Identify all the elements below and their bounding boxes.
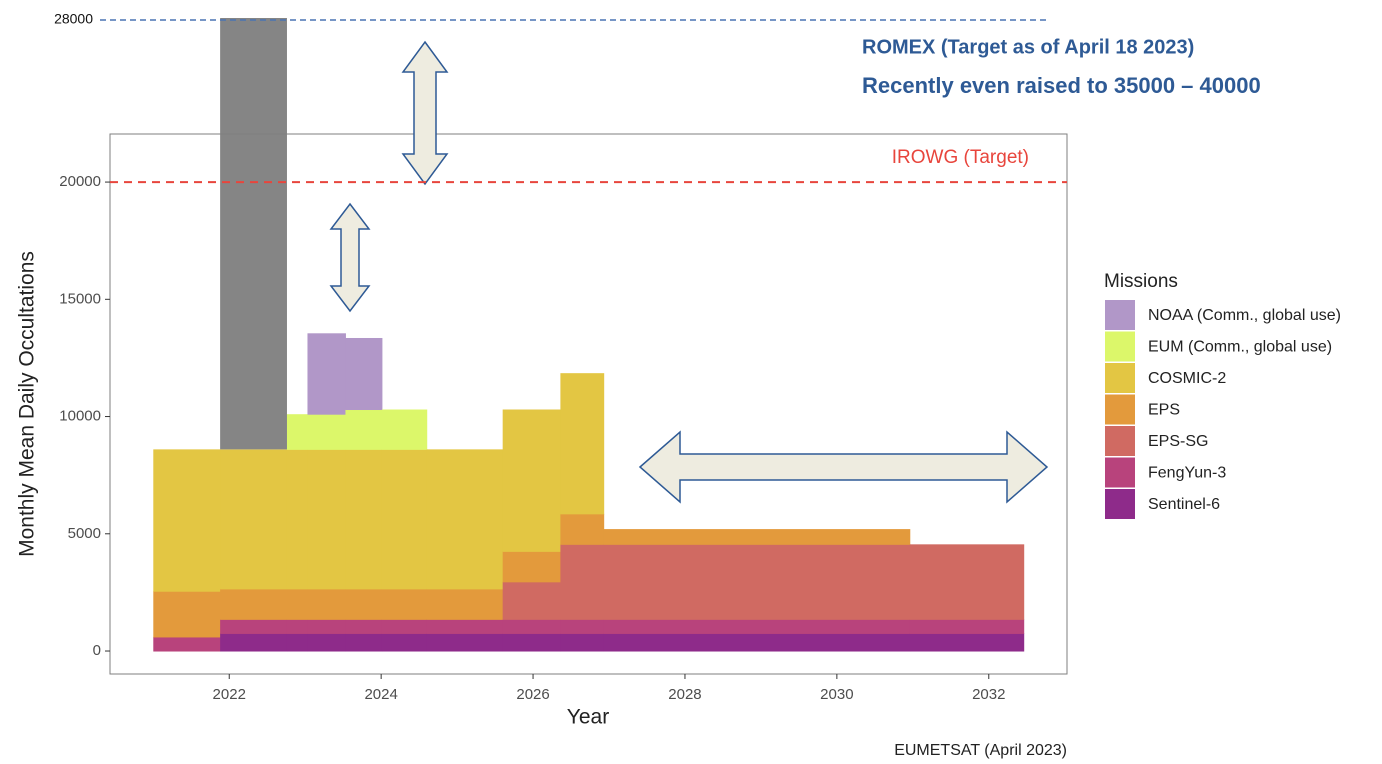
area-segment [560, 513, 605, 545]
area-segment [286, 414, 308, 450]
area-segment [426, 619, 504, 634]
area-segment [345, 337, 383, 411]
legend-label: NOAA (Comm., global use) [1148, 307, 1341, 324]
legend-label: EPS [1148, 402, 1180, 419]
area-segment [153, 591, 221, 638]
legend-key [1105, 331, 1135, 362]
legend-key [1105, 363, 1135, 393]
caption: EUMETSAT (April 2023) [894, 742, 1067, 759]
area-segment [603, 619, 911, 634]
area-segment [560, 619, 605, 634]
double-arrow [401, 40, 449, 186]
area-segment [426, 588, 504, 620]
x-tick-label: 2024 [364, 686, 397, 703]
area-segment [345, 619, 383, 634]
area-segment [909, 619, 1025, 634]
area-segment [307, 588, 346, 620]
x-tick-label: 2022 [213, 686, 246, 703]
x-tick-label: 2026 [516, 686, 549, 703]
area-segment [909, 544, 1025, 620]
area-segment [220, 633, 288, 652]
legend-title: Missions [1104, 271, 1178, 292]
gap-bar [220, 18, 287, 450]
legend-key [1105, 457, 1135, 488]
arrows [329, 40, 1049, 504]
annotation: Recently even raised to 35000 – 40000 [862, 73, 1261, 98]
area-segment [502, 581, 561, 620]
area-segment [345, 588, 383, 620]
area-segment [560, 633, 605, 652]
area-segment [345, 633, 383, 652]
area-segment [603, 544, 911, 620]
area-segment [345, 449, 383, 590]
area-segment [153, 636, 221, 652]
legend-key [1105, 300, 1135, 330]
area-segment [286, 449, 308, 590]
area-segment [381, 409, 428, 450]
x-tick-label: 2030 [820, 686, 853, 703]
area-segment [381, 619, 428, 634]
area-segment [381, 633, 428, 652]
area-segment [220, 588, 288, 620]
plot-area [153, 18, 1025, 652]
area-segment [381, 588, 428, 620]
area-segment [307, 619, 346, 634]
double-arrow [638, 430, 1049, 504]
y-axis-label: Monthly Mean Daily Occultations [16, 251, 39, 557]
y-tick-label: 5000 [68, 525, 101, 542]
area-segment [307, 333, 346, 415]
reference-label: IROWG (Target) [892, 147, 1029, 168]
area-segment [502, 551, 561, 583]
area-segment [560, 544, 605, 620]
legend-key [1105, 489, 1135, 519]
panel-frame [109, 133, 1068, 675]
area-segment [307, 449, 346, 590]
area-segment [502, 409, 561, 552]
area-segment [153, 449, 221, 592]
area-segment [426, 633, 504, 652]
legend-label: EUM (Comm., global use) [1148, 339, 1332, 356]
area-segment [603, 529, 911, 545]
y-tick-label: 15000 [59, 290, 101, 307]
area-segment [220, 449, 288, 590]
area-segment [220, 619, 288, 634]
area-segment [502, 633, 561, 652]
area-segment [286, 619, 308, 634]
legend-label: COSMIC-2 [1148, 370, 1226, 387]
annotation: ROMEX (Target as of April 18 2023) [862, 36, 1194, 58]
area-segment [603, 633, 911, 652]
legend-key [1105, 426, 1135, 456]
x-tick-label: 2032 [972, 686, 1005, 703]
area-segment [560, 373, 605, 515]
x-tick-label: 2028 [668, 686, 701, 703]
area-segment [381, 449, 428, 590]
y-tick-label: 10000 [59, 408, 101, 425]
area-segment [909, 633, 1025, 652]
area-segment [307, 414, 346, 450]
double-arrow [329, 202, 371, 313]
legend-label: Sentinel-6 [1148, 496, 1220, 513]
reference-label: 28000 [54, 11, 93, 27]
x-axis-label: Year [567, 706, 609, 729]
y-tick-label: 20000 [59, 173, 101, 190]
area-segment [502, 619, 561, 634]
legend-label: FengYun-3 [1148, 465, 1226, 482]
legend-key [1105, 394, 1135, 425]
area-segment [286, 588, 308, 620]
area-segment [307, 633, 346, 652]
area-segment [426, 449, 504, 590]
y-tick-label: 0 [93, 642, 101, 659]
legend-label: EPS-SG [1148, 433, 1208, 450]
area-segment [345, 409, 383, 450]
area-segment [286, 633, 308, 652]
